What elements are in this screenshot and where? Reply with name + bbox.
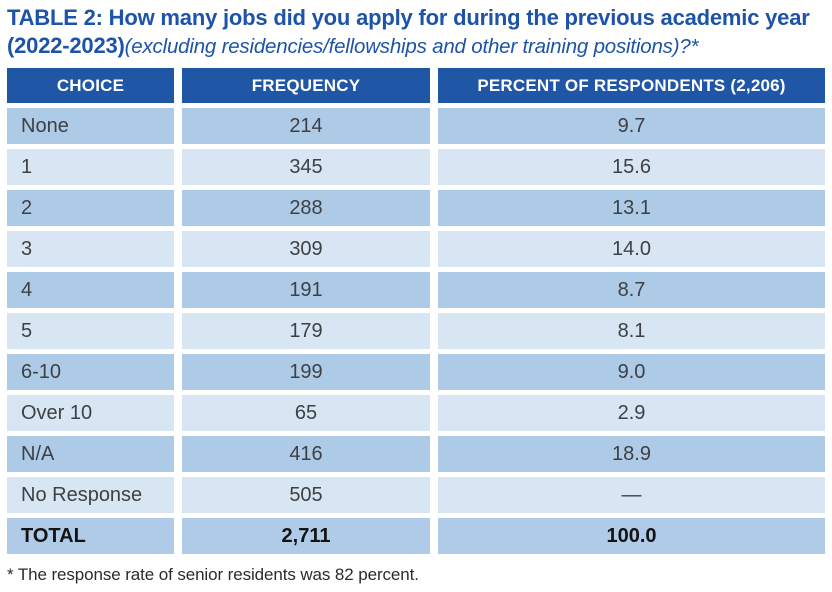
frequency-cell: 199 <box>182 354 430 390</box>
frequency-cell: 309 <box>182 231 430 267</box>
percent-cell: 9.0 <box>438 354 825 390</box>
frequency-cell: 179 <box>182 313 430 349</box>
choice-cell: 5 <box>7 313 174 349</box>
header-frequency: FREQUENCY <box>182 68 430 103</box>
choice-cell: 6-10 <box>7 354 174 390</box>
percent-cell: 8.1 <box>438 313 825 349</box>
table-title-main: TABLE 2: How many jobs did you apply for… <box>7 5 810 58</box>
frequency-cell: 65 <box>182 395 430 431</box>
total-frequency-cell: 2,711 <box>182 518 430 554</box>
percent-cell: 9.7 <box>438 108 825 144</box>
total-percent-cell: 100.0 <box>438 518 825 554</box>
header-choice: CHOICE <box>7 68 174 103</box>
choice-cell: 3 <box>7 231 174 267</box>
choice-cell: None <box>7 108 174 144</box>
total-label-cell: TOTAL <box>7 518 174 554</box>
choice-cell: 4 <box>7 272 174 308</box>
percent-cell: — <box>438 477 825 513</box>
table-title-qualifier: (excluding residencies/fellowships and o… <box>124 35 699 58</box>
frequency-cell: 505 <box>182 477 430 513</box>
data-table: CHOICE FREQUENCY PERCENT OF RESPONDENTS … <box>7 68 825 554</box>
frequency-cell: 416 <box>182 436 430 472</box>
footnote: * The response rate of senior residents … <box>7 565 419 584</box>
frequency-cell: 288 <box>182 190 430 226</box>
percent-cell: 2.9 <box>438 395 825 431</box>
percent-cell: 14.0 <box>438 231 825 267</box>
table-title: TABLE 2: How many jobs did you apply for… <box>7 4 825 61</box>
choice-cell: N/A <box>7 436 174 472</box>
choice-cell: No Response <box>7 477 174 513</box>
frequency-cell: 345 <box>182 149 430 185</box>
percent-cell: 15.6 <box>438 149 825 185</box>
percent-cell: 8.7 <box>438 272 825 308</box>
choice-cell: 2 <box>7 190 174 226</box>
frequency-cell: 191 <box>182 272 430 308</box>
choice-cell: 1 <box>7 149 174 185</box>
choice-cell: Over 10 <box>7 395 174 431</box>
percent-cell: 13.1 <box>438 190 825 226</box>
frequency-cell: 214 <box>182 108 430 144</box>
header-percent: PERCENT OF RESPONDENTS (2,206) <box>438 68 825 103</box>
percent-cell: 18.9 <box>438 436 825 472</box>
